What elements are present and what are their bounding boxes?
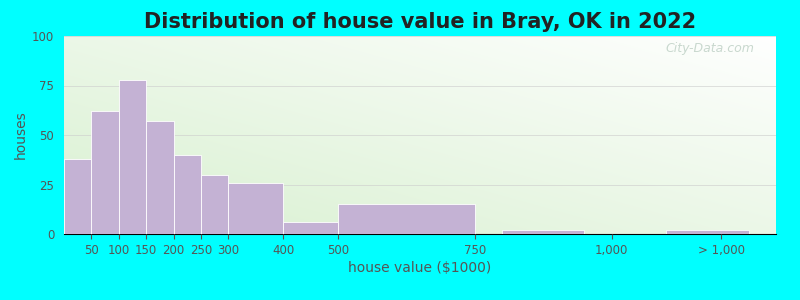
Bar: [174, 155, 201, 234]
Text: City-Data.com: City-Data.com: [666, 42, 754, 55]
Bar: [91, 111, 118, 234]
Bar: [146, 121, 174, 234]
Title: Distribution of house value in Bray, OK in 2022: Distribution of house value in Bray, OK …: [144, 12, 696, 32]
Y-axis label: houses: houses: [14, 111, 28, 159]
Bar: [64, 159, 91, 234]
Bar: [502, 230, 584, 234]
Bar: [666, 230, 749, 234]
X-axis label: house value ($1000): house value ($1000): [348, 261, 492, 275]
Bar: [338, 204, 474, 234]
Bar: [201, 175, 228, 234]
Bar: [283, 222, 338, 234]
Bar: [118, 80, 146, 234]
Bar: [228, 182, 283, 234]
